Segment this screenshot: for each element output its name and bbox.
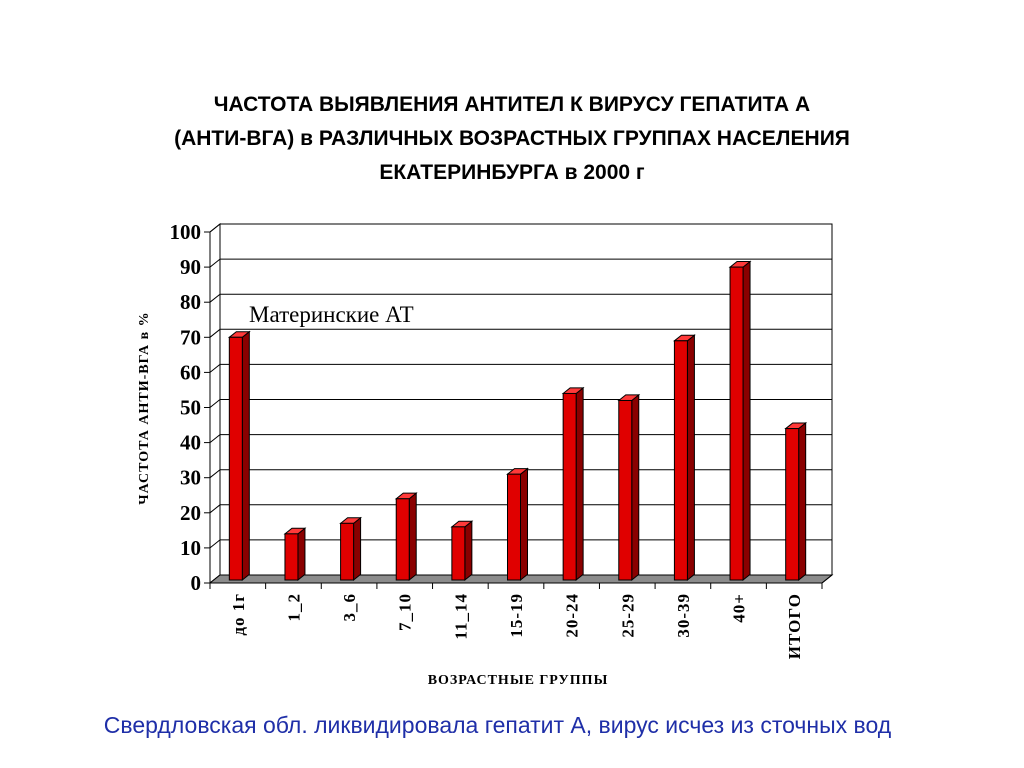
- bar-front: [228, 336, 243, 581]
- chart-title: ЧАСТОТА ВЫЯВЛЕНИЯ АНТИТЕЛ К ВИРУСУ ГЕПАТ…: [62, 88, 962, 190]
- bar-side: [353, 516, 362, 582]
- bar-side: [631, 393, 640, 582]
- bar-front: [451, 526, 466, 581]
- bar: [450, 520, 474, 582]
- x-tick-label: 7_10: [396, 593, 415, 631]
- y-tick-label: 70: [180, 325, 201, 349]
- y-tick-label: 60: [180, 360, 201, 384]
- gridline: [209, 258, 832, 268]
- bar: [283, 527, 307, 582]
- x-tick-label: 20-24: [563, 593, 582, 638]
- x-tick-label: 3_6: [340, 593, 359, 622]
- bar-front: [673, 340, 688, 581]
- y-tick-label: 90: [180, 255, 201, 279]
- bar-front: [562, 392, 577, 581]
- bar-front: [395, 498, 410, 581]
- bar-side: [241, 330, 250, 582]
- gridline: [209, 328, 832, 338]
- bar-front: [729, 266, 744, 581]
- x-tick-label: ИТОГО: [785, 593, 804, 659]
- y-axis: 0 10 20 30 40 50 60 70 80 90 100: [170, 220, 211, 595]
- x-tick-label: до 1г: [229, 593, 248, 636]
- gridline: [209, 363, 832, 373]
- bar-side: [686, 334, 695, 582]
- y-tick-label: 50: [180, 396, 201, 420]
- x-tick-label: 15-19: [507, 593, 526, 638]
- bar-side: [297, 527, 306, 582]
- bar-front: [785, 428, 800, 581]
- bar-side: [464, 520, 473, 582]
- bar-side: [408, 492, 417, 582]
- bar-chart: 0 10 20 30 40 50 60 70 80 90 100 до 1г 1_2 3_6 7_10 11…: [137, 220, 834, 688]
- y-tick-label: 20: [180, 501, 201, 525]
- y-axis-title: ЧАСТОТА АНТИ-ВГА в %: [137, 311, 152, 504]
- bar-side: [575, 386, 584, 582]
- x-axis-depth: [821, 574, 833, 584]
- y-tick-label: 30: [180, 466, 201, 490]
- bar-front: [340, 522, 355, 581]
- y-tick-label: 0: [191, 571, 202, 595]
- chart-title-line: ЧАСТОТА ВЫЯВЛЕНИЯ АНТИТЕЛ К ВИРУСУ ГЕПАТ…: [213, 93, 811, 116]
- bar-side: [798, 421, 807, 582]
- x-axis-title: ВОЗРАСТНЫЕ ГРУППЫ: [428, 673, 609, 688]
- bar: [672, 334, 696, 582]
- footer-note: Свердловская обл. ликвидировала гепатит …: [103, 712, 892, 738]
- bar-side: [742, 260, 751, 582]
- x-tick-label: 1_2: [284, 593, 303, 622]
- x-tick-label: 11_14: [451, 593, 470, 640]
- y-tick-label: 80: [180, 290, 201, 314]
- bar: [784, 421, 808, 582]
- bar: [561, 386, 585, 582]
- x-tick-label: 30-39: [674, 593, 693, 638]
- bar-front: [284, 533, 299, 581]
- x-tick-label: 40+: [730, 593, 749, 623]
- bar: [617, 393, 641, 582]
- x-tick-label: 25-29: [618, 593, 637, 638]
- bar-front: [507, 473, 521, 581]
- chart-title-line: ЕКАТЕРИНБУРГА в 2000 г: [379, 161, 645, 184]
- gridline: [209, 293, 832, 303]
- bar: [394, 492, 418, 582]
- bar-front: [618, 399, 633, 581]
- chart-title-line: (АНТИ-ВГА) в РАЗЛИЧНЫХ ВОЗРАСТНЫХ ГРУППА…: [174, 127, 850, 150]
- bar-side: [520, 467, 528, 582]
- bar: [339, 516, 363, 582]
- bar: [506, 467, 529, 582]
- bars: [227, 260, 808, 582]
- y-tick-label: 100: [170, 220, 202, 244]
- bar: [728, 260, 752, 582]
- x-axis: до 1г 1_2 3_6 7_10 11_14 15-19 20-24 25-29 30-39…: [209, 574, 833, 659]
- bar: [227, 330, 251, 582]
- y-tick-label: 40: [180, 431, 201, 455]
- gridline: [209, 223, 832, 233]
- annotation-maternal-antibodies: Материнские АТ: [249, 302, 414, 327]
- y-tick-label: 10: [180, 536, 201, 560]
